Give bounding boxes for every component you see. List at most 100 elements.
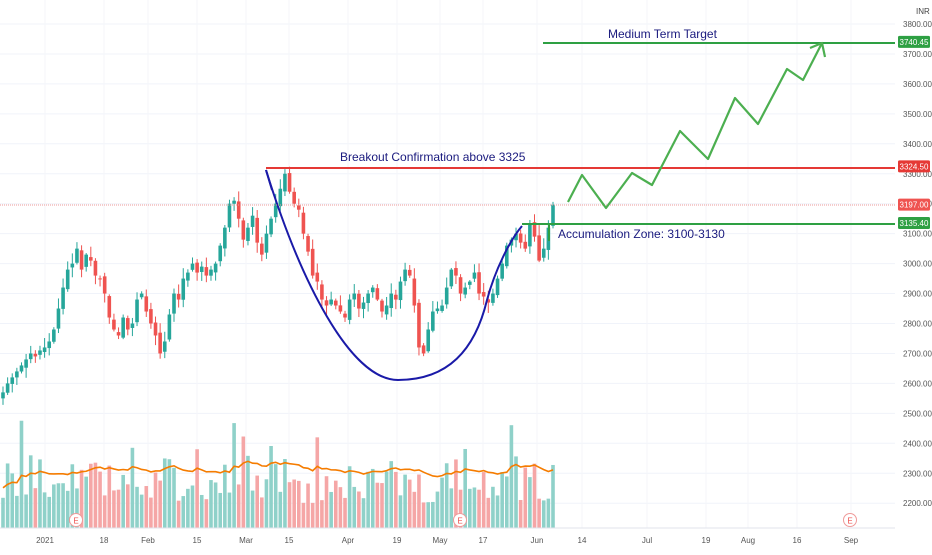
candle-body <box>246 227 250 241</box>
candle-body <box>366 293 370 304</box>
volume-bar <box>426 502 431 528</box>
candle-body <box>102 276 107 294</box>
candle-body <box>181 278 186 300</box>
candle-body <box>454 268 458 276</box>
volume-bar <box>5 463 10 528</box>
candle-body <box>486 299 491 303</box>
candle-body <box>10 377 15 384</box>
volume-bar <box>149 497 153 528</box>
candle-body <box>47 341 52 349</box>
volume-bar <box>162 458 167 528</box>
volume-bar <box>292 479 296 528</box>
volume-bar <box>158 480 162 528</box>
candle-body <box>421 345 426 354</box>
candle-body <box>329 299 333 305</box>
candle-body <box>89 257 93 261</box>
volume-bar <box>514 456 518 528</box>
y-tick-label: 3100.00 <box>903 230 932 239</box>
volume-bar <box>38 459 42 528</box>
volume-bar <box>347 466 352 528</box>
volume-bar <box>324 476 329 528</box>
volume-bar <box>431 501 435 528</box>
candle-body <box>130 323 135 328</box>
volume-bar <box>15 495 19 528</box>
price-axis[interactable]: 2200.00 2300.00 2400.00 2500.00 2600.00 2700.… <box>903 20 932 508</box>
volume-bar <box>380 483 384 528</box>
volume-bar <box>546 498 551 528</box>
volume-bar <box>463 448 467 528</box>
candle-body <box>269 218 273 235</box>
candle-body <box>79 250 84 270</box>
candle-body <box>98 278 102 280</box>
candle-body <box>186 272 190 281</box>
candle-body <box>431 311 435 331</box>
projection-path <box>567 42 823 210</box>
candle-body <box>407 269 412 276</box>
volume-bar <box>343 497 347 528</box>
candle-body <box>84 254 88 267</box>
time-axis[interactable]: 2021 18 Feb 15 Mar 15 Apr 19 May 17 Jun 14 Jul 19 Aug 1… <box>36 536 859 545</box>
candle-body <box>42 347 47 353</box>
volume-bar <box>144 486 149 528</box>
candle-body <box>352 293 357 300</box>
volume-bar <box>454 459 458 528</box>
volume-bar <box>273 464 278 528</box>
volume-bar <box>98 471 102 528</box>
earnings-marker[interactable]: E <box>843 513 857 527</box>
price-badge-label: 3135.40 <box>900 219 929 228</box>
volume-bar <box>61 483 65 528</box>
gridlines <box>0 23 895 504</box>
volume-bar <box>472 487 477 528</box>
volume-bar <box>532 463 537 528</box>
volume-bar <box>19 420 24 528</box>
volume-bar <box>112 490 116 528</box>
candle-body <box>33 353 38 357</box>
candle-body <box>232 200 236 204</box>
volume-bar <box>518 500 523 528</box>
volume-bar <box>477 489 481 528</box>
earnings-marker[interactable]: E <box>69 513 83 527</box>
candle-body <box>426 329 431 352</box>
volume-bar <box>1 497 5 528</box>
candle-body <box>116 332 121 336</box>
volume-bar <box>421 502 426 528</box>
volume-bar <box>306 483 310 528</box>
volume-bar <box>315 437 320 528</box>
volume-average-line <box>2 460 554 489</box>
candle-body <box>468 281 472 285</box>
volume-bar <box>449 488 454 528</box>
volume-bar <box>65 490 70 528</box>
target-annotation: Medium Term Target <box>608 27 718 41</box>
volume-bar <box>42 492 47 528</box>
y-tick-label: 2900.00 <box>903 290 932 299</box>
volume-bar <box>260 497 264 528</box>
volume-bar <box>504 476 509 528</box>
candle-body <box>292 191 296 204</box>
volume-bar <box>107 465 112 528</box>
candle-body <box>523 241 528 249</box>
candle-body <box>28 353 33 360</box>
earnings-marker-label: E <box>73 517 78 526</box>
candle-body <box>444 287 449 305</box>
candle-body <box>435 308 440 312</box>
volume-bar <box>116 489 121 528</box>
cup-pattern-curve <box>265 169 523 382</box>
volume-bar <box>528 477 532 528</box>
y-tick-label: 2800.00 <box>903 320 932 329</box>
candle-body <box>93 260 98 276</box>
candle-body <box>551 204 555 226</box>
candle-body <box>296 205 301 210</box>
volume-bar <box>412 491 417 528</box>
volume-bar <box>509 425 514 528</box>
candle-body <box>162 341 167 352</box>
candle-body <box>514 233 518 241</box>
earnings-marker[interactable]: E <box>453 513 467 527</box>
volume-bar <box>495 495 500 528</box>
volume-bar <box>407 479 412 528</box>
accumulation-annotation: Accumulation Zone: 3100-3130 <box>558 227 725 241</box>
x-tick-label: Feb <box>141 536 155 545</box>
x-tick-label: Apr <box>342 536 355 545</box>
volume-bar <box>417 474 421 528</box>
candle-body <box>380 300 384 312</box>
volume-bar <box>398 495 403 528</box>
